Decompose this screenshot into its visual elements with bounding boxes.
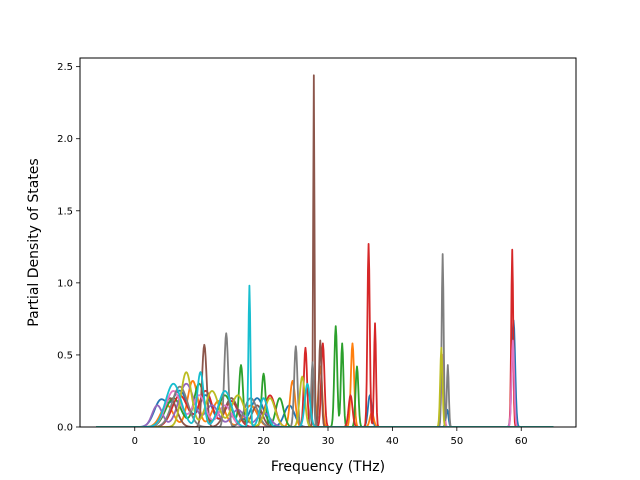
- pdos-series-2: [95, 342, 554, 427]
- y-axis-ticks: 0.0 0.5 1.0 1.5 2.0 2.5: [57, 62, 80, 434]
- y-tick-label: 0.5: [57, 350, 73, 361]
- y-tick-label: 2.0: [57, 134, 73, 145]
- y-tick-label: 1.5: [57, 206, 73, 217]
- axes-frame: [79, 57, 577, 428]
- pdos-series-5: [95, 382, 554, 427]
- y-tick-label: 0.0: [57, 423, 73, 434]
- pdos-series-8: [95, 253, 554, 427]
- y-tick-label: 1.0: [57, 278, 73, 289]
- x-tick-label: 20: [257, 436, 270, 447]
- x-tick-label: 30: [322, 436, 335, 447]
- x-tick-label: 60: [515, 436, 528, 447]
- x-axis-ticks: 0 10 20 30 40 50 60: [132, 427, 528, 447]
- pdos-series-7: [95, 339, 554, 427]
- x-tick-label: 10: [193, 436, 206, 447]
- y-axis-label: Partial Density of States: [26, 158, 42, 326]
- pdos-series-10: [95, 284, 554, 427]
- pdos-series-4: [95, 243, 554, 427]
- plot-lines: [95, 74, 554, 427]
- x-tick-label: 50: [450, 436, 463, 447]
- x-axis-label: Frequency (THz): [271, 459, 385, 475]
- x-tick-label: 0: [132, 436, 138, 447]
- y-tick-label: 2.5: [57, 62, 73, 73]
- pdos-series-9: [95, 346, 554, 427]
- x-tick-label: 40: [386, 436, 399, 447]
